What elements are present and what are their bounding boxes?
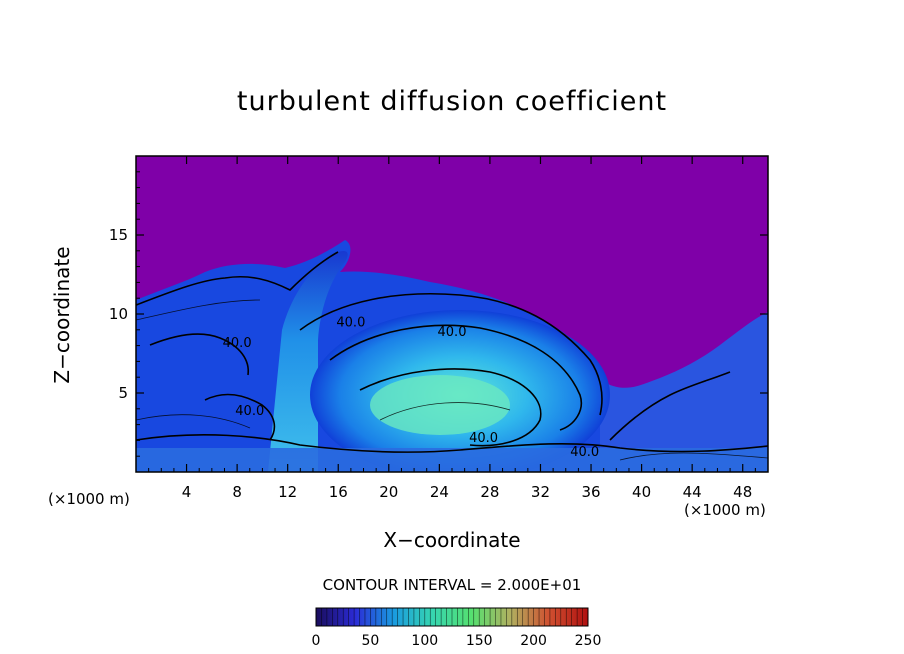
contour-lines bbox=[136, 251, 768, 453]
plume bbox=[268, 250, 348, 472]
y-tick-label-2: 15 bbox=[109, 226, 128, 244]
x-tick-label-8: 36 bbox=[581, 483, 600, 501]
x-axis-label: X−coordinate bbox=[383, 528, 521, 552]
x-unit-right: (×1000 m) bbox=[684, 501, 766, 519]
contour-lines-thin bbox=[136, 299, 768, 461]
contour-label-5: 40.0 bbox=[570, 445, 599, 460]
x-tick-label-11: 48 bbox=[733, 483, 752, 501]
contour-interval-note: CONTOUR INTERVAL = 2.000E+01 bbox=[322, 576, 582, 594]
vortex-core bbox=[370, 375, 510, 435]
y-tick-label-1: 10 bbox=[109, 305, 128, 323]
colorbar-label-2: 100 bbox=[411, 633, 438, 649]
x-tick-label-2: 12 bbox=[278, 483, 297, 501]
x-tick-label-7: 32 bbox=[531, 483, 550, 501]
x-tick-label-5: 24 bbox=[430, 483, 449, 501]
contour-label-3: 40.0 bbox=[235, 404, 264, 419]
x-tick-label-0: 4 bbox=[182, 483, 192, 501]
colorbar-label-4: 200 bbox=[520, 633, 547, 649]
contour-label-layer: 40.0 40.0 40.0 40.0 40.0 40.0 bbox=[223, 316, 600, 461]
x-tick-label-3: 16 bbox=[329, 483, 348, 501]
colorbar-label-0: 0 bbox=[312, 633, 321, 649]
field-layer bbox=[136, 156, 768, 472]
colorbar: 0 50 100 150 200 250 bbox=[312, 607, 602, 649]
x-tick-label-10: 44 bbox=[683, 483, 702, 501]
x-tick-label-4: 20 bbox=[379, 483, 398, 501]
x-tick-label-6: 28 bbox=[480, 483, 499, 501]
contour-label-0: 40.0 bbox=[336, 316, 365, 331]
contour-label-2: 40.0 bbox=[223, 336, 252, 351]
x-tick-label-9: 40 bbox=[632, 483, 651, 501]
chart-title: turbulent diffusion coefficient bbox=[236, 86, 668, 117]
y-tick-label-0: 5 bbox=[118, 384, 128, 402]
colorbar-label-1: 50 bbox=[361, 633, 379, 649]
contour-label-1: 40.0 bbox=[438, 325, 467, 340]
turbulent-region-right bbox=[600, 312, 768, 472]
x-unit-left: (×1000 m) bbox=[48, 490, 130, 508]
colorbar-label-5: 250 bbox=[575, 633, 602, 649]
x-tick-label-1: 8 bbox=[232, 483, 242, 501]
contour-label-4: 40.0 bbox=[469, 431, 498, 446]
colorbar-label-3: 150 bbox=[466, 633, 493, 649]
